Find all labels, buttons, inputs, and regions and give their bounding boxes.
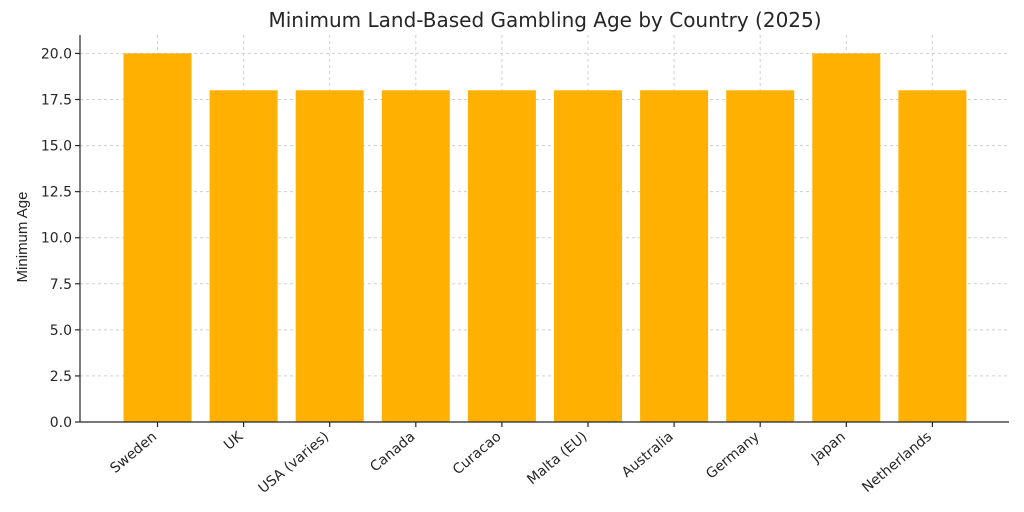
- x-tick-label: Netherlands: [859, 429, 935, 496]
- bar: [123, 53, 192, 423]
- bar: [812, 53, 881, 423]
- y-tick-label: 5.0: [50, 323, 72, 339]
- y-axis-label: Minimum Age: [14, 192, 31, 283]
- bar: [467, 90, 536, 423]
- x-tick-label: Canada: [367, 429, 418, 476]
- x-tick-label: Japan: [808, 429, 849, 467]
- y-tick-labels: 0.0 2.5 5.0 7.5 10.0 12.5 15.0 17.5 20.0: [41, 46, 72, 431]
- bar: [295, 90, 364, 423]
- y-tick-label: 12.5: [41, 185, 72, 201]
- y-tick-label: 7.5: [50, 277, 72, 293]
- bar: [898, 90, 967, 423]
- x-tick-label: UK: [221, 428, 247, 453]
- bars: [123, 53, 967, 423]
- x-tick-label: USA (varies): [256, 429, 333, 497]
- x-tick-label: Malta (EU): [524, 429, 590, 488]
- y-tick-label: 17.5: [41, 93, 72, 109]
- x-tick-label: Sweden: [107, 429, 160, 477]
- y-tick-label: 0.0: [50, 415, 72, 431]
- y-tick-label: 10.0: [41, 231, 72, 247]
- axes: [75, 35, 1009, 427]
- y-tick-label: 15.0: [41, 139, 72, 155]
- bar: [726, 90, 795, 423]
- bar: [640, 90, 709, 423]
- bar: [554, 90, 622, 423]
- x-tick-label: Australia: [619, 429, 677, 481]
- x-tick-labels: Sweden UK USA (varies) Canada Curacao Malta (…: [107, 428, 935, 497]
- x-tick-label: Germany: [703, 429, 763, 483]
- x-tick-label: Curacao: [450, 429, 505, 478]
- bar: [381, 90, 450, 423]
- chart-title: Minimum Land-Based Gambling Age by Count…: [268, 8, 821, 32]
- bar: [209, 90, 278, 423]
- y-tick-label: 20.0: [41, 46, 72, 62]
- y-tick-label: 2.5: [50, 369, 72, 385]
